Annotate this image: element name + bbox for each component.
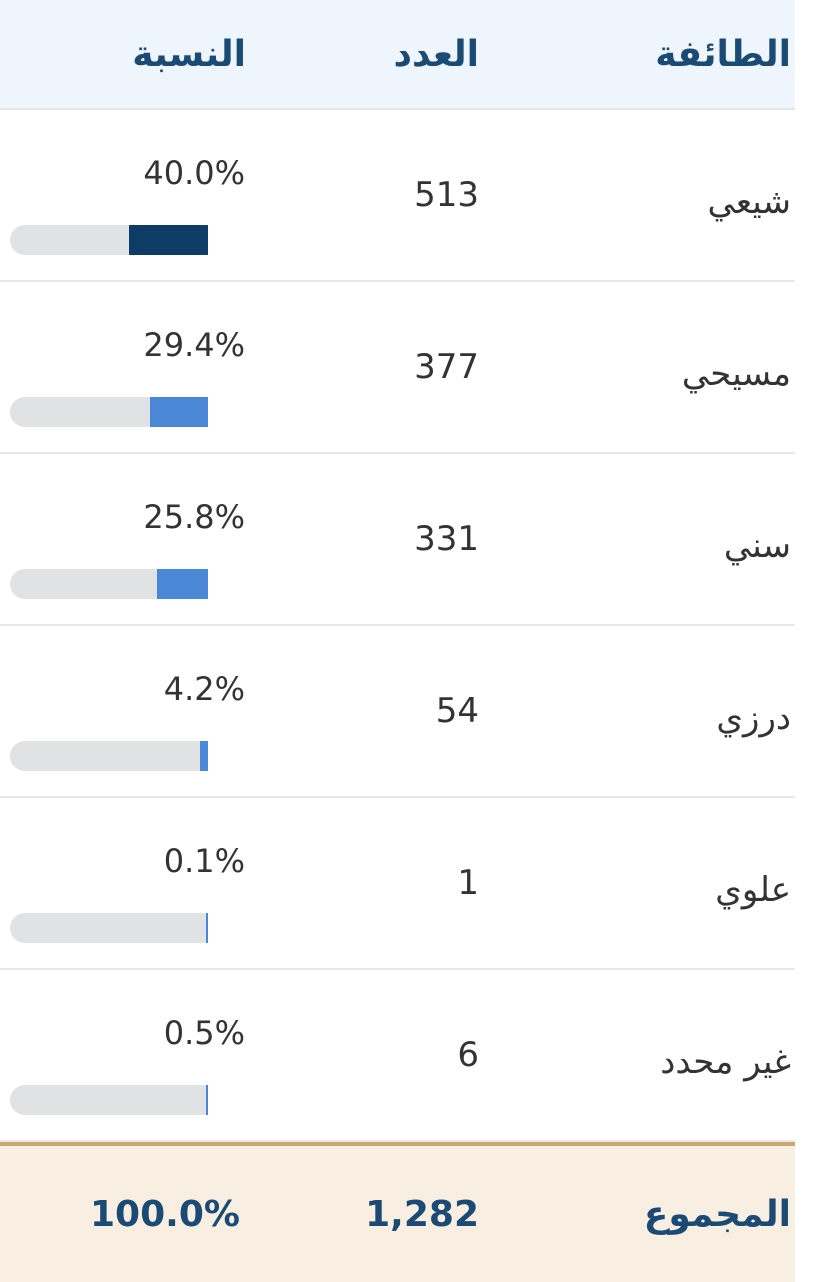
percent-bar-track xyxy=(10,397,208,427)
percent-bar-track xyxy=(10,225,208,255)
sect-name: مسيحي xyxy=(681,354,791,394)
sect-count: 377 xyxy=(414,347,479,387)
sect-count: 331 xyxy=(414,519,479,559)
header-pct: النسبة xyxy=(132,33,246,75)
table-row: شيعي 513 40.0% xyxy=(0,110,795,282)
percent-bar-fill xyxy=(156,569,208,599)
percent-bar-fill xyxy=(206,1085,208,1115)
table-header: الطائفة العدد النسبة xyxy=(0,0,795,110)
sect-name: شيعي xyxy=(707,182,792,222)
sect-count: 1 xyxy=(457,863,479,903)
sect-name: سني xyxy=(723,526,791,566)
percent-bar-fill xyxy=(149,397,208,427)
sect-percent: 40.0% xyxy=(143,154,245,192)
total-label: المجموع xyxy=(643,1193,791,1235)
sect-percent: 0.5% xyxy=(163,1014,245,1052)
table-row: علوي 1 0.1% xyxy=(0,798,795,970)
sect-count: 6 xyxy=(457,1035,479,1075)
total-pct: 100.0% xyxy=(90,1193,240,1235)
table-row: درزي 54 4.2% xyxy=(0,626,795,798)
sect-name: درزي xyxy=(716,698,791,738)
total-count: 1,282 xyxy=(365,1193,479,1235)
table-row: غير محدد 6 0.5% xyxy=(0,970,795,1142)
percent-bar-track xyxy=(10,569,208,599)
header-sect: الطائفة xyxy=(655,33,791,75)
percent-bar-track xyxy=(10,741,208,771)
percent-bar-track xyxy=(10,913,208,943)
table-row: سني 331 25.8% xyxy=(0,454,795,626)
table-row: مسيحي 377 29.4% xyxy=(0,282,795,454)
table-footer-total: المجموع 1,282 100.0% xyxy=(0,1142,795,1282)
percent-bar-fill xyxy=(206,913,208,943)
sect-percent: 25.8% xyxy=(143,498,245,536)
percent-bar-fill xyxy=(199,741,208,771)
sect-table: الطائفة العدد النسبة شيعي 513 40.0% مسيحي 37… xyxy=(0,0,795,1282)
sect-percent: 4.2% xyxy=(163,670,245,708)
percent-bar-track xyxy=(10,1085,208,1115)
sect-name: علوي xyxy=(715,870,791,910)
sect-count: 513 xyxy=(414,175,479,215)
sect-name: غير محدد xyxy=(660,1042,791,1082)
header-count: العدد xyxy=(393,33,479,75)
sect-percent: 0.1% xyxy=(163,842,245,880)
percent-bar-fill xyxy=(128,225,208,255)
sect-percent: 29.4% xyxy=(143,326,245,364)
sect-count: 54 xyxy=(435,691,479,731)
